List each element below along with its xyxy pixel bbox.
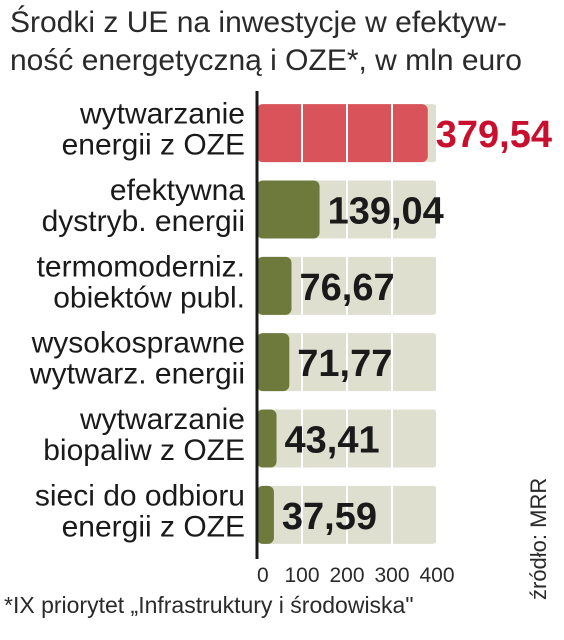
value-label: 37,59 [282,496,377,538]
category-label: energii z OZE [62,129,245,162]
x-tick-label: 100 [284,564,319,587]
category-label: sieci do odbioru [35,479,245,512]
category-label: obiektów publ. [53,281,245,314]
footnote: *IX priorytet „Infrastruktury i środowis… [4,592,414,618]
chart-title-line-2: ność energetyczną i OZE*, w mln euro [10,44,522,77]
bar [257,333,290,392]
value-label: 379,54 [436,114,552,156]
value-label: 76,67 [300,267,395,309]
category-label: efektywna [110,174,245,207]
value-label: 71,77 [297,343,392,385]
chart-title-line-1: Środki z UE na inwestycje w efektyw- [10,6,507,39]
category-label: wysokosprawne [31,327,245,360]
category-label: wytwarzanie [79,403,245,436]
bar [257,180,320,239]
category-label: energii z OZE [62,510,245,543]
bar [257,104,428,163]
x-tick-label: 300 [374,564,409,587]
value-label: 139,04 [328,191,444,233]
value-label: 43,41 [285,420,380,462]
category-label: wytwarz. energii [29,358,245,391]
source-label: źródło: MRR [526,477,551,600]
category-label: termomoderniz. [37,250,245,283]
x-tick-label: 0 [257,564,269,587]
x-tick-label: 400 [419,564,454,587]
x-tick-label: 200 [329,564,364,587]
chart-title: Środki z UE na inwestycje w efektyw- noś… [10,4,558,80]
category-label: biopaliw z OZE [43,434,245,467]
bar [257,256,292,315]
bar [257,485,274,544]
category-label: dystryb. energii [42,205,245,238]
category-label: wytwarzanie [79,98,245,131]
bar-chart: 379,54 139,04 76,67 71,77 43,41 37,59 wytwarza… [29,91,552,587]
bar [257,409,277,468]
